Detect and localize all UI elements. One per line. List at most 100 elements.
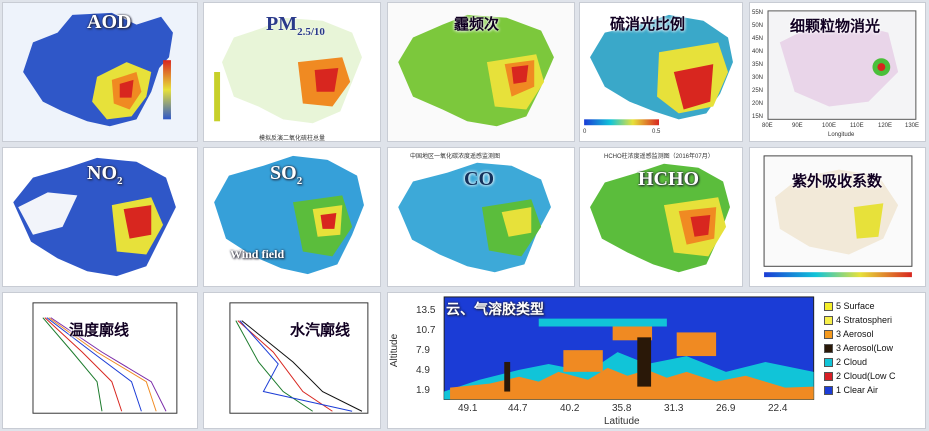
legend-label: 3 Aerosol(Low bbox=[836, 343, 894, 353]
fine-y-tick: 55N bbox=[752, 10, 764, 16]
legend-label: 3 Aerosol bbox=[836, 329, 874, 339]
co-map-tile: 中国地区一氧化碳浓度遥感监测图 CO bbox=[387, 147, 575, 287]
fine-x-tick: 80E bbox=[762, 123, 773, 129]
fine-y-tick: 50N bbox=[752, 23, 764, 29]
aerosol-type-label: 云、气溶胶类型 bbox=[446, 302, 544, 318]
legend-swatch bbox=[824, 315, 833, 325]
no2-map bbox=[13, 157, 176, 277]
co-map bbox=[398, 162, 551, 273]
so2-label-main: SO bbox=[270, 162, 297, 184]
pm-map-tile: PM2.5/10 模拟反演二氧化硫柱总量 bbox=[203, 2, 381, 142]
fine-y-tick: 25N bbox=[752, 88, 764, 94]
co-title: 中国地区一氧化碳浓度遥感监测图 bbox=[410, 154, 501, 160]
so2-wind-label: Wind field bbox=[230, 247, 285, 261]
pm-label-sub: 2.5/10 bbox=[297, 26, 325, 38]
hcho-map-tile: HCHO柱浓度遥感监测图（2016年07月） HCHO bbox=[579, 147, 743, 287]
legend-label: 2 Cloud(Low C bbox=[836, 371, 896, 381]
aerosol-x-tick: 26.9 bbox=[716, 403, 736, 414]
legend-item: 3 Aerosol bbox=[824, 329, 874, 339]
legend-item: 5 Surface bbox=[824, 301, 875, 311]
haze-map bbox=[398, 14, 554, 127]
so2-label-sub: 2 bbox=[296, 175, 303, 187]
sulfate-cbar-min: 0 bbox=[583, 129, 587, 135]
fine-x-tick: 130E bbox=[905, 123, 920, 129]
aerosol-y-tick: 10.7 bbox=[416, 325, 436, 336]
legend-swatch bbox=[824, 301, 833, 311]
aod-label: AOD bbox=[87, 11, 132, 33]
legend-swatch bbox=[824, 343, 833, 353]
pm-caption: 模拟反演二氧化硫柱总量 bbox=[259, 136, 326, 142]
hcho-label: HCHO bbox=[638, 168, 700, 190]
fine-particle-label: 细颗粒物消光 bbox=[790, 17, 881, 35]
pm-label: PM2.5/10 bbox=[266, 13, 325, 38]
aerosol-type-plot bbox=[443, 296, 815, 400]
sulfate-cbar-max: 0.5 bbox=[652, 129, 661, 135]
aerosol-x-tick: 44.7 bbox=[508, 403, 528, 414]
aerosol-y-tick: 13.5 bbox=[416, 305, 436, 316]
legend-item: 1 Clear Air bbox=[824, 385, 878, 395]
co-label: CO bbox=[464, 168, 494, 190]
fine-y-tick: 30N bbox=[752, 75, 764, 81]
legend-swatch bbox=[824, 371, 833, 381]
aerosol-x-tick: 31.3 bbox=[664, 403, 684, 414]
so2-map-tile: SO2 Wind field bbox=[203, 147, 381, 287]
uv-map bbox=[763, 155, 913, 278]
uv-map-tile: 紫外吸收系数 bbox=[749, 147, 926, 287]
legend-item: 3 Aerosol(Low bbox=[824, 343, 893, 353]
legend-swatch bbox=[824, 357, 833, 367]
sulfate-map bbox=[584, 14, 733, 126]
legend-swatch bbox=[824, 385, 833, 395]
legend-label: 5 Surface bbox=[836, 301, 875, 311]
aerosol-y-tick: 4.9 bbox=[416, 365, 430, 376]
aerosol-x-tick: 22.4 bbox=[768, 403, 788, 414]
haze-map-tile: 霾频次 bbox=[387, 2, 575, 142]
aerosol-type-tile: 云、气溶胶类型 Altitude 13.5 10.7 7.9 4.9 1.9 4… bbox=[387, 292, 926, 429]
aerosol-x-tick: 49.1 bbox=[458, 403, 478, 414]
aod-map-tile: AOD bbox=[2, 2, 198, 142]
temperature-profile-plot bbox=[32, 302, 178, 414]
hcho-map bbox=[590, 163, 730, 273]
legend-label: 2 Cloud bbox=[836, 357, 868, 367]
aerosol-x-axis-label: Latitude bbox=[604, 416, 640, 427]
aod-map bbox=[23, 12, 173, 127]
fine-y-tick: 40N bbox=[752, 49, 764, 55]
fine-y-tick: 45N bbox=[752, 36, 764, 42]
humidity-profile-label: 水汽廓线 bbox=[290, 321, 351, 339]
temperature-profile-label: 温度廓线 bbox=[69, 321, 130, 339]
legend-swatch bbox=[824, 329, 833, 339]
fine-x-tick: 90E bbox=[792, 123, 803, 129]
humidity-profile-plot bbox=[229, 302, 369, 414]
fine-particle-tile: 细颗粒物消光 80E 90E 100E 110E 120E 130E Longi… bbox=[749, 2, 926, 142]
hcho-title: HCHO柱浓度遥感监测图（2016年07月） bbox=[604, 154, 714, 160]
no2-label-main: NO bbox=[87, 162, 117, 184]
legend-label: 1 Clear Air bbox=[836, 385, 879, 395]
sulfate-label: 硫消光比例 bbox=[610, 15, 686, 33]
legend-item: 4 Stratospheri bbox=[824, 315, 892, 325]
fine-y-tick: 35N bbox=[752, 62, 764, 68]
no2-label: NO2 bbox=[87, 162, 123, 187]
no2-label-sub: 2 bbox=[117, 175, 123, 187]
uv-label: 紫外吸收系数 bbox=[792, 172, 883, 190]
so2-map bbox=[214, 155, 364, 275]
humidity-profile-tile: 水汽廓线 bbox=[203, 292, 381, 429]
fine-x-tick: 100E bbox=[822, 123, 837, 129]
fine-x-label: Longitude bbox=[828, 132, 855, 138]
pm-label-main: PM bbox=[266, 13, 298, 35]
aerosol-y-tick: 1.9 bbox=[416, 385, 430, 396]
legend-item: 2 Cloud bbox=[824, 357, 867, 367]
pm-map bbox=[214, 17, 362, 124]
haze-label: 霾频次 bbox=[454, 15, 500, 33]
aerosol-x-tick: 40.2 bbox=[560, 403, 580, 414]
aerosol-y-tick: 7.9 bbox=[416, 345, 430, 356]
aerosol-x-tick: 35.8 bbox=[612, 403, 632, 414]
fine-particle-map bbox=[767, 10, 917, 120]
no2-map-tile: NO2 bbox=[2, 147, 198, 287]
aerosol-y-axis-label: Altitude bbox=[389, 333, 401, 368]
fine-x-tick: 120E bbox=[878, 123, 893, 129]
so2-label: SO2 bbox=[270, 162, 302, 187]
temperature-profile-tile: 温度廓线 bbox=[2, 292, 198, 429]
aerosol-legend: 5 Surface 4 Stratospheri 3 Aerosol 3 Aer… bbox=[824, 301, 924, 401]
sulfate-map-tile: 硫消光比例 0 0.5 bbox=[579, 2, 743, 142]
legend-item: 2 Cloud(Low C bbox=[824, 371, 896, 381]
fine-y-tick: 20N bbox=[752, 101, 764, 107]
